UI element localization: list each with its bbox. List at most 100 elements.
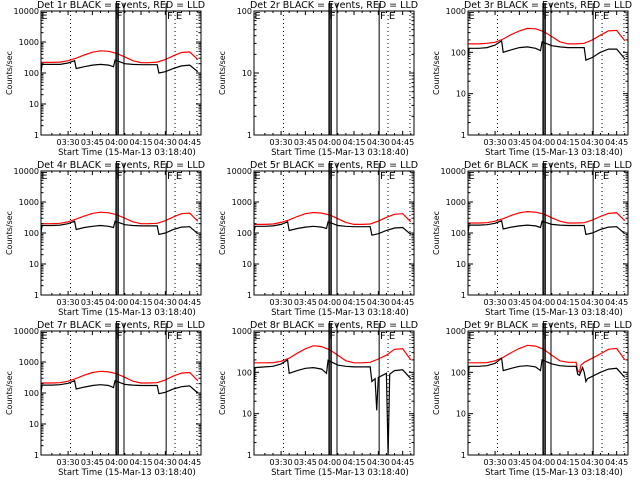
y-tick-label: 100 — [237, 229, 252, 238]
flag-label: E — [468, 171, 474, 182]
flag-label: E — [389, 11, 395, 22]
flag-label: E — [254, 171, 260, 182]
x-tick-label: 04:00 — [318, 138, 341, 147]
y-tick-label: 10000 — [14, 7, 39, 16]
x-tick-label: 04:45 — [391, 298, 414, 307]
plot-frame — [253, 330, 415, 456]
plot-title: Det 5r BLACK = Events, RED = LLD — [250, 160, 418, 171]
x-axis-label: Start Time (15-Mar-13 03:18:40) — [485, 148, 623, 158]
y-tick-label: 1 — [247, 291, 252, 300]
y-tick-label: 1 — [461, 131, 466, 140]
series-events-line — [468, 219, 626, 236]
x-tick-label: 03:30 — [57, 298, 80, 307]
y-axis-label: Counts/sec — [432, 51, 441, 95]
x-tick-label: 04:15 — [129, 458, 152, 467]
y-tick-label: 100 — [451, 368, 466, 377]
flag-label: E — [176, 171, 182, 182]
flag-label: E — [603, 171, 609, 182]
x-tick-label: 04:30 — [581, 138, 604, 147]
x-tick-label: 04:30 — [367, 138, 390, 147]
plot-title: Det 3r BLACK = Events, RED = LLD — [464, 0, 632, 11]
y-tick-label: 10 — [242, 260, 252, 269]
y-tick-label: 1 — [461, 291, 466, 300]
plot-frame — [253, 10, 415, 136]
x-tick-label: 04:00 — [105, 298, 128, 307]
plot-frame — [40, 10, 202, 136]
x-tick-label: 03:30 — [484, 138, 507, 147]
flag-label: E — [603, 11, 609, 22]
plot-frame — [467, 170, 629, 296]
x-tick-label: 03:45 — [81, 458, 104, 467]
plot-title: Det 1r BLACK = Events, RED = LLD — [37, 0, 205, 11]
flag-label: F — [594, 331, 600, 342]
y-tick-label: 100 — [237, 7, 252, 16]
x-tick-label: 04:15 — [129, 298, 152, 307]
x-tick-label: 03:30 — [270, 138, 293, 147]
plot-frame — [253, 170, 415, 296]
flag-label: E — [389, 171, 395, 182]
y-tick-label: 10 — [456, 410, 466, 419]
x-tick-label: 03:45 — [508, 138, 531, 147]
flag-label: F — [380, 11, 386, 22]
x-tick-label: 04:00 — [105, 458, 128, 467]
y-axis-label: Counts/sec — [5, 51, 14, 95]
flag-label: E — [468, 331, 474, 342]
x-tick-label: 04:15 — [342, 458, 365, 467]
flag-label: F — [594, 171, 600, 182]
x-tick-label: 04:45 — [605, 298, 628, 307]
flag-label: E — [176, 11, 182, 22]
y-tick-label: 1000 — [232, 327, 252, 336]
plot-frame — [40, 330, 202, 456]
y-tick-label: 10 — [242, 410, 252, 419]
x-tick-label: 03:30 — [270, 298, 293, 307]
x-tick-label: 03:45 — [81, 138, 104, 147]
x-tick-label: 04:00 — [318, 458, 341, 467]
y-tick-label: 100 — [451, 229, 466, 238]
flag-label: F — [167, 171, 173, 182]
plot-frame — [467, 10, 629, 136]
y-tick-label: 1000 — [446, 7, 466, 16]
plot-title: Det 4r BLACK = Events, RED = LLD — [37, 160, 205, 171]
y-tick-label: 10 — [29, 100, 39, 109]
y-tick-label: 1 — [247, 131, 252, 140]
x-tick-label: 04:45 — [178, 458, 201, 467]
y-tick-label: 10000 — [14, 167, 39, 176]
plot-frame — [467, 330, 629, 456]
flag-label: F — [380, 331, 386, 342]
y-tick-label: 10 — [456, 260, 466, 269]
x-tick-label: 04:45 — [178, 138, 201, 147]
y-tick-label: 10000 — [227, 167, 252, 176]
y-tick-label: 100 — [451, 48, 466, 57]
x-tick-label: 03:45 — [294, 458, 317, 467]
y-tick-label: 1000 — [19, 38, 39, 47]
y-tick-label: 1 — [461, 451, 466, 460]
y-axis-label: Counts/sec — [432, 371, 441, 415]
x-axis-label: Start Time (15-Mar-13 03:18:40) — [271, 308, 409, 318]
flag-label: F — [117, 331, 123, 342]
x-tick-label: 03:45 — [81, 298, 104, 307]
x-axis-label: Start Time (15-Mar-13 03:18:40) — [485, 468, 623, 478]
y-tick-label: 10000 — [14, 327, 39, 336]
x-tick-label: 04:30 — [154, 458, 177, 467]
series-lld-line — [468, 27, 626, 45]
x-tick-label: 04:30 — [154, 298, 177, 307]
series-lld-line — [254, 345, 412, 364]
plot-title: Det 7r BLACK = Events, RED = LLD — [37, 320, 205, 331]
series-events-line — [41, 379, 199, 395]
y-axis-label: Counts/sec — [5, 371, 14, 415]
x-axis-label: Start Time (15-Mar-13 03:18:40) — [271, 148, 409, 158]
series-events-line — [468, 357, 626, 384]
series-lld-line — [254, 211, 412, 226]
series-lld-line — [41, 50, 199, 64]
x-tick-label: 03:45 — [508, 458, 531, 467]
